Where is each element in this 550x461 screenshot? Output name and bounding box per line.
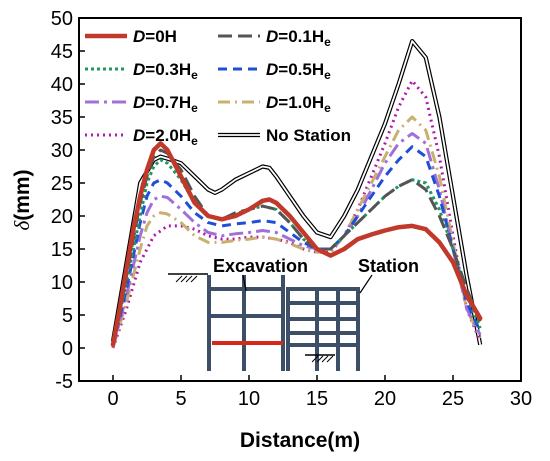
- legend-label-d07: D=0.7He: [133, 93, 198, 115]
- excavation-leader: [242, 274, 247, 292]
- y-tick-label: 50: [51, 8, 73, 30]
- x-tick-label: 10: [238, 388, 260, 410]
- y-tick-label: 0: [62, 338, 73, 360]
- axis-ticks: 0 5 10 15 20 25 30 -5 0 5 10 15 20 25 30 35 40 45 50: [51, 8, 532, 410]
- x-tick-label: 30: [510, 388, 532, 410]
- x-tick-label: 5: [175, 388, 186, 410]
- legend-label-d05: D=0.5He: [266, 60, 331, 82]
- series-line-d01: [111, 148, 482, 345]
- y-tick-label: 10: [51, 272, 73, 294]
- station-slab: [288, 287, 360, 291]
- series-line-d05: [111, 145, 482, 347]
- station-leader: [359, 274, 373, 294]
- legend: D=0H D=0.1He D=0.3He D=0.5He D=0.7He D=1.0He D…: [85, 27, 351, 148]
- plot-frame: [78, 17, 522, 382]
- station-ground-hatch: [311, 355, 319, 363]
- excavation-strut: [209, 314, 285, 318]
- x-tick-label: 15: [306, 388, 328, 410]
- station-slab: [288, 317, 360, 321]
- y-tick-label: 30: [51, 140, 73, 162]
- ground-hatch: [180, 275, 188, 283]
- y-tick-label: 15: [51, 239, 73, 261]
- station-label: Station: [358, 256, 419, 276]
- legend-label-d10: D=1.0He: [266, 93, 331, 115]
- structure-inset: [168, 273, 373, 371]
- y-tick-label: 40: [51, 74, 73, 96]
- station-ground-hatch: [326, 355, 334, 363]
- station-ground-hatch: [316, 355, 324, 363]
- x-tick-label: 0: [107, 388, 118, 410]
- y-tick-label: 45: [51, 41, 73, 63]
- y-tick-label: 25: [51, 173, 73, 195]
- legend-label-d20: D=2.0He: [133, 126, 198, 148]
- ground-hatch: [175, 275, 183, 283]
- y-tick-label: -5: [55, 371, 73, 393]
- ground-hatch: [185, 275, 193, 283]
- excavation-base: [212, 341, 283, 345]
- station-slab: [288, 331, 360, 335]
- x-tick-label: 20: [374, 388, 396, 410]
- series-line-d07: [111, 132, 482, 348]
- series-lines: [110, 38, 483, 349]
- station-ground-hatch: [321, 355, 329, 363]
- station-column: [315, 287, 319, 371]
- series-line-d0: [110, 141, 483, 347]
- excavation-strut: [209, 287, 285, 291]
- x-axis-label: Distance(m): [240, 429, 360, 452]
- y-tick-label: 20: [51, 206, 73, 228]
- legend-label-d0: D=0H: [133, 27, 177, 46]
- y-axis-symbol: δ: [10, 220, 34, 231]
- excavation-label: Excavation: [213, 256, 308, 276]
- series-line-nostation-inner: [112, 40, 482, 345]
- station-slab: [288, 343, 360, 347]
- x-tick-label: 25: [442, 388, 464, 410]
- legend-label-nostation: No Station: [266, 126, 351, 145]
- station-column: [286, 287, 290, 371]
- station-column: [336, 287, 340, 371]
- y-tick-label: 35: [51, 107, 73, 129]
- excavation-wall: [281, 275, 285, 371]
- legend-label-d03: D=0.3He: [133, 60, 198, 82]
- series-line-d10: [111, 115, 482, 348]
- station-column: [356, 287, 360, 371]
- ground-hatch: [190, 275, 198, 283]
- y-tick-label: 5: [62, 305, 73, 327]
- station-slab: [288, 301, 360, 305]
- excavation-wall: [207, 275, 211, 371]
- excavation-wall: [242, 275, 246, 371]
- y-axis-label: δ(mm): [10, 169, 34, 230]
- legend-label-d01: D=0.1He: [266, 27, 331, 49]
- y-axis-unit: (mm): [11, 169, 34, 220]
